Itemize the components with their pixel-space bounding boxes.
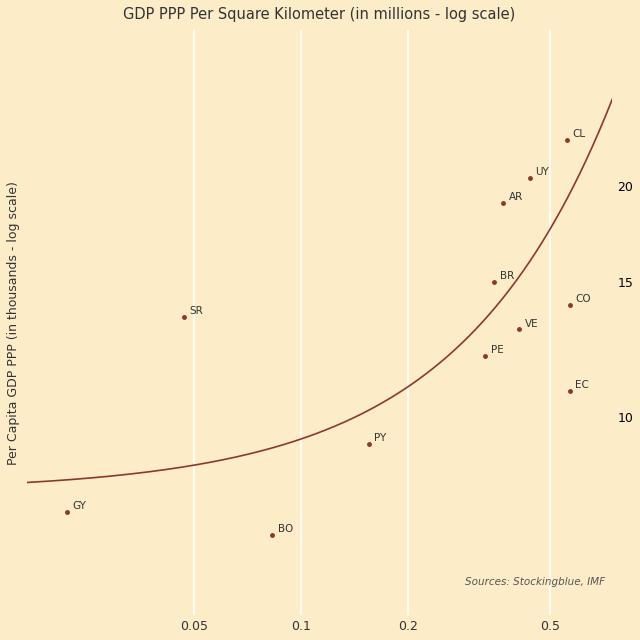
Text: GY: GY	[72, 501, 86, 511]
Text: BR: BR	[500, 271, 515, 281]
Text: SR: SR	[189, 306, 204, 316]
Title: GDP PPP Per Square Kilometer (in millions - log scale): GDP PPP Per Square Kilometer (in million…	[124, 7, 516, 22]
Text: BO: BO	[278, 524, 293, 534]
Text: CL: CL	[573, 129, 586, 139]
Text: PE: PE	[491, 345, 504, 355]
Text: PY: PY	[374, 433, 387, 444]
Text: CO: CO	[575, 294, 591, 304]
Text: VE: VE	[525, 319, 538, 328]
Text: AR: AR	[509, 193, 523, 202]
Text: Sources: Stockingblue, IMF: Sources: Stockingblue, IMF	[465, 577, 605, 588]
Text: EC: EC	[575, 380, 589, 390]
Text: UY: UY	[536, 167, 549, 177]
Y-axis label: Per Capita GDP PPP (in thousands - log scale): Per Capita GDP PPP (in thousands - log s…	[7, 180, 20, 465]
